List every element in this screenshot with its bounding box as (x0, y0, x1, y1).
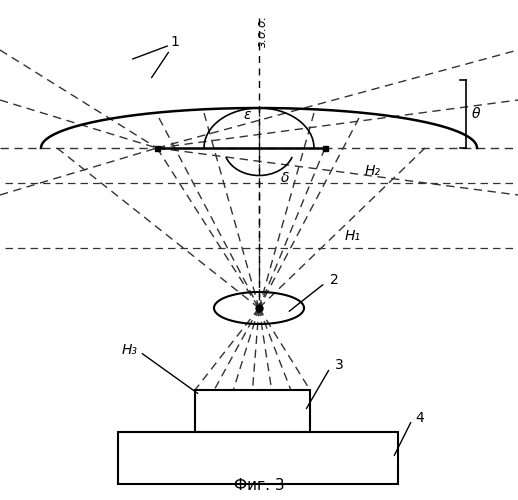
Text: 2: 2 (330, 273, 339, 287)
Text: 4: 4 (415, 411, 424, 425)
Bar (195, 390, 310, 432)
Text: H₃: H₃ (122, 343, 138, 357)
Text: H₁: H₁ (345, 229, 361, 243)
Text: 3: 3 (335, 358, 344, 372)
Text: Фиг. 3: Фиг. 3 (234, 478, 284, 492)
Text: H₂: H₂ (365, 164, 381, 178)
Bar (118, 432, 398, 484)
Text: θ: θ (472, 107, 481, 121)
Text: з.о.о.: з.о.о. (255, 15, 268, 47)
Text: δ: δ (281, 171, 290, 185)
Bar (154, 146, 160, 150)
Text: ε: ε (243, 108, 251, 122)
Bar (323, 146, 327, 150)
Text: 1: 1 (170, 35, 179, 49)
